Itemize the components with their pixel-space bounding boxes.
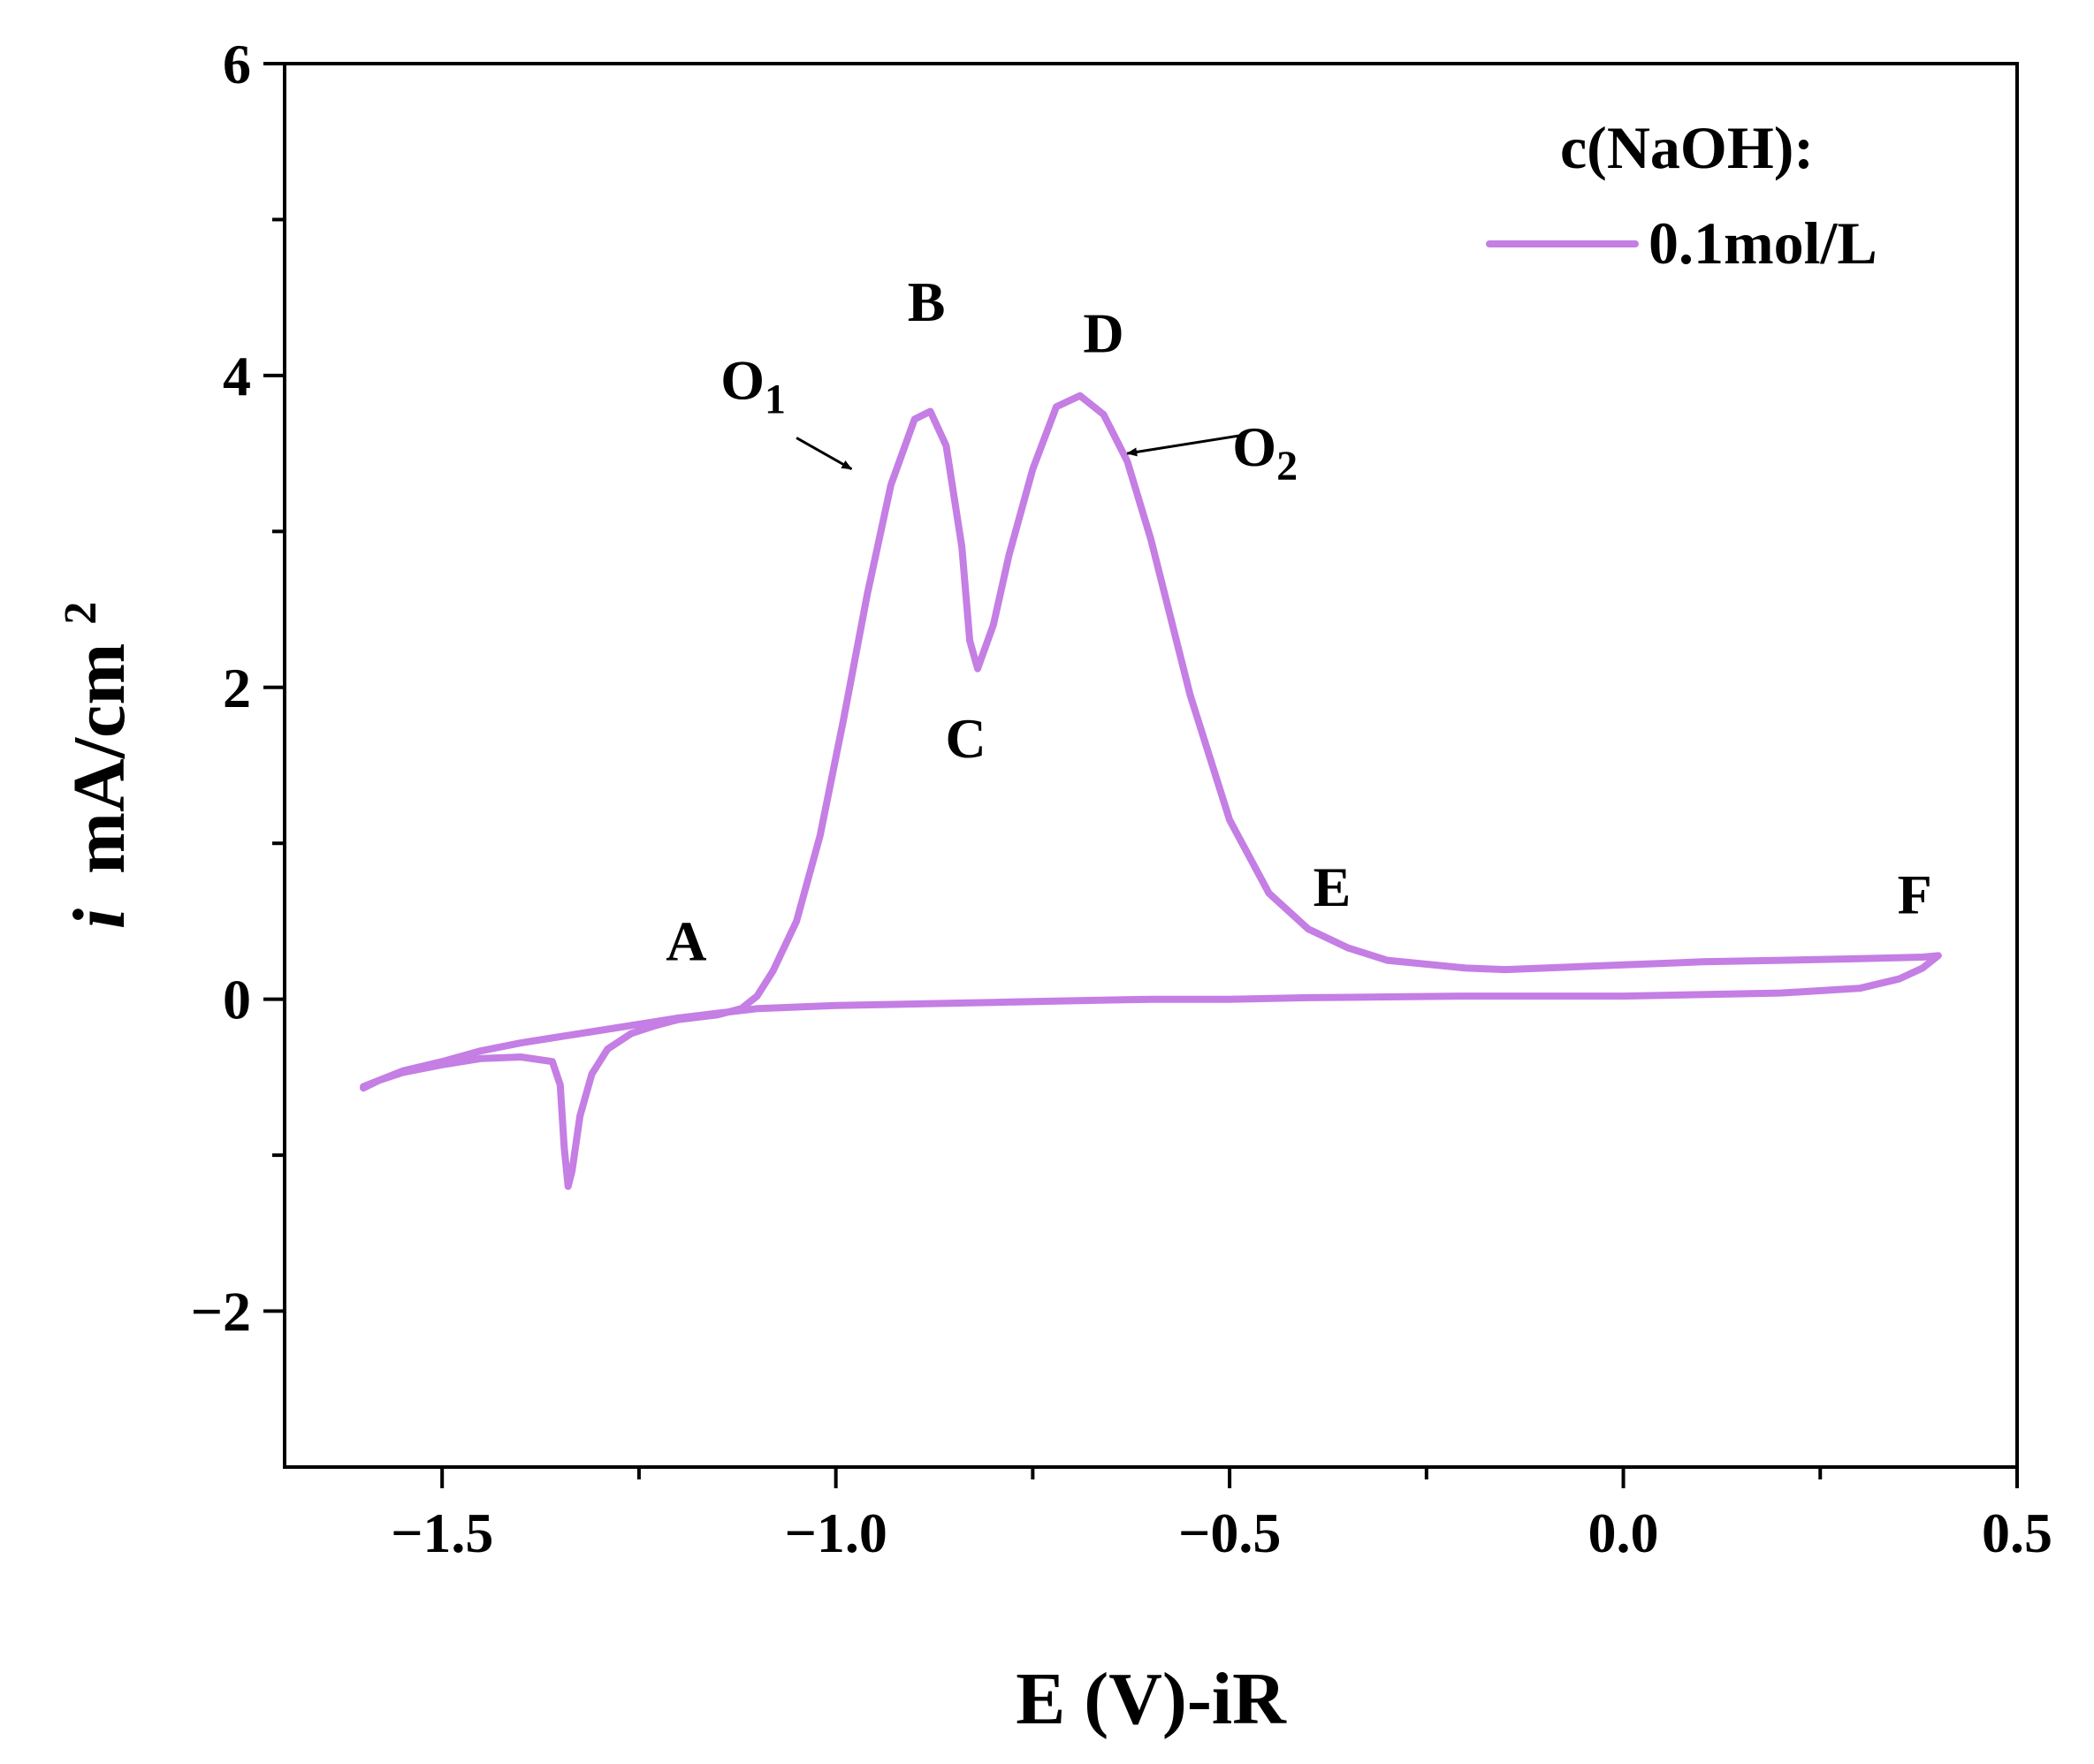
x-tick-label: −1.5 bbox=[391, 1502, 493, 1564]
y-axis-title-sup: 2 bbox=[56, 602, 106, 625]
y-tick-label: −2 bbox=[191, 1281, 251, 1343]
series-line-0.1mol bbox=[360, 392, 1942, 1190]
arrow-annotations: O1 O2 bbox=[720, 348, 1298, 490]
annotation-C: C bbox=[946, 707, 986, 770]
peak-annotations: A B C D E F bbox=[666, 270, 1931, 972]
y-tick-label: 2 bbox=[223, 657, 251, 719]
legend: c(NaOH): 0.1mol/L bbox=[1486, 114, 1877, 277]
annotation-F: F bbox=[1898, 863, 1932, 926]
annotation-O1: O1 bbox=[720, 348, 786, 422]
x-tick-label: 0.5 bbox=[1982, 1502, 2052, 1564]
x-tick-label: −0.5 bbox=[1178, 1502, 1281, 1564]
legend-entry-label: 0.1mol/L bbox=[1649, 209, 1877, 277]
annotation-arrow bbox=[1126, 433, 1246, 457]
x-axis-title: E (V)-iR bbox=[1016, 1658, 1287, 1740]
annotation-A: A bbox=[666, 910, 706, 973]
axis-tick-labels: −1.5 −1.0 −0.5 0.0 0.5 −2 0 2 4 6 bbox=[191, 33, 2052, 1564]
y-tick-label: 6 bbox=[223, 33, 251, 95]
annotation-O2: O2 bbox=[1232, 415, 1298, 490]
y-axis-title: i mA/cm 2 bbox=[56, 602, 141, 930]
y-tick-label: 0 bbox=[223, 969, 251, 1031]
y-axis-title-unit: mA/cm bbox=[58, 643, 141, 874]
annotation-E: E bbox=[1314, 855, 1352, 918]
y-tick-label: 4 bbox=[223, 345, 251, 407]
plot-frame bbox=[283, 62, 2019, 1469]
x-tick-label: 0.0 bbox=[1588, 1502, 1659, 1564]
legend-title: c(NaOH): bbox=[1560, 114, 1814, 181]
annotation-arrow bbox=[796, 437, 853, 471]
axis-ticks bbox=[263, 62, 2019, 1488]
annotation-D: D bbox=[1083, 301, 1123, 364]
annotation-B: B bbox=[908, 270, 946, 333]
x-tick-label: −1.0 bbox=[784, 1502, 887, 1564]
y-axis-title-italic: i bbox=[58, 909, 141, 929]
